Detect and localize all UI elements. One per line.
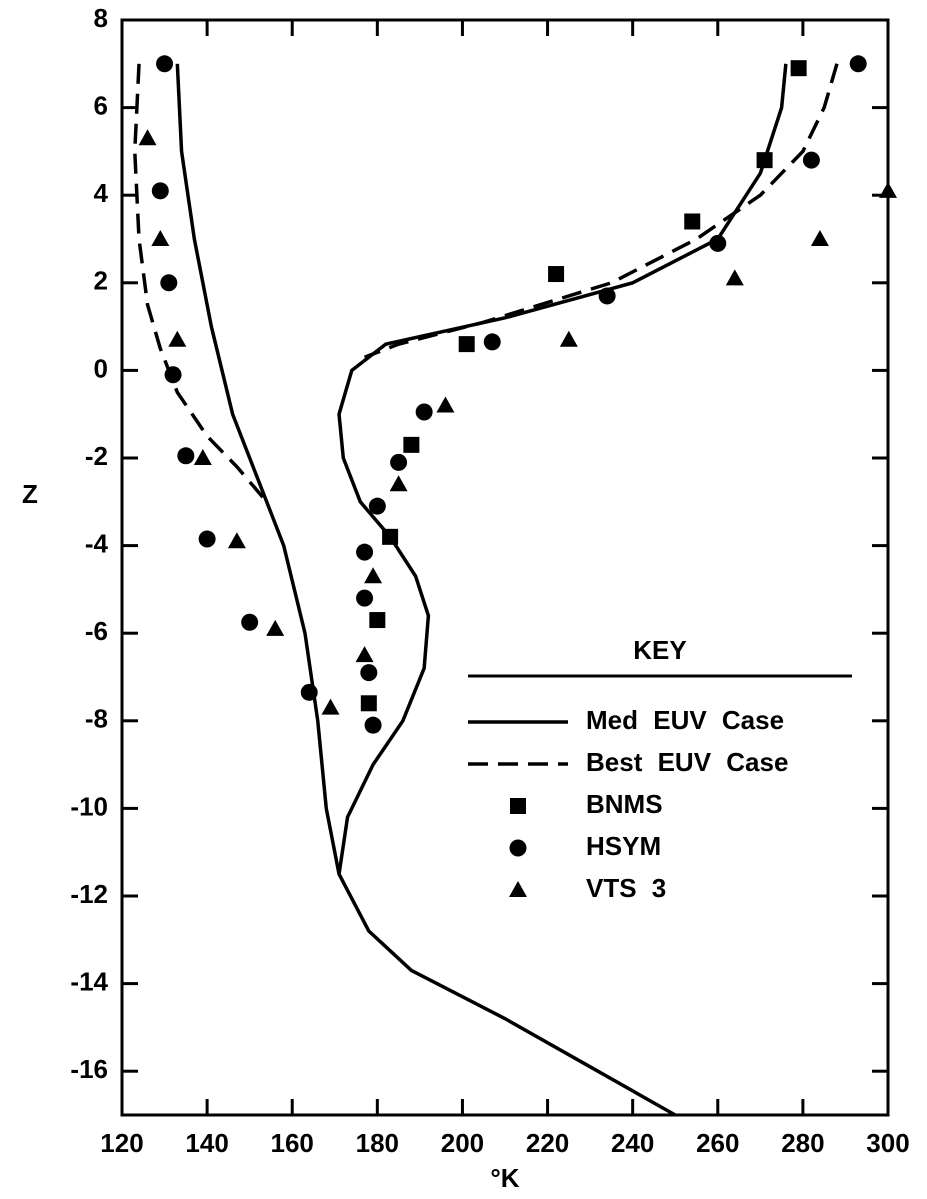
y-axis-label: Z bbox=[22, 479, 38, 509]
point bbox=[369, 612, 386, 629]
curve bbox=[133, 63, 839, 503]
y-tick-label: -2 bbox=[85, 441, 108, 471]
point bbox=[382, 528, 399, 545]
x-axis-label: °K bbox=[490, 1163, 519, 1193]
legend-label: Med EUV Case bbox=[586, 705, 784, 735]
legend-label: VTS 3 bbox=[586, 873, 666, 903]
x-tick-label: 200 bbox=[441, 1128, 484, 1158]
point bbox=[164, 366, 182, 384]
point bbox=[390, 453, 408, 471]
point bbox=[156, 55, 174, 73]
legend-label: BNMS bbox=[586, 789, 663, 819]
y-tick-label: 8 bbox=[94, 3, 108, 33]
point bbox=[403, 436, 420, 453]
point bbox=[559, 330, 578, 347]
point bbox=[360, 695, 377, 712]
point bbox=[790, 60, 807, 77]
legend-label: Best EUV Case bbox=[586, 747, 788, 777]
x-tick-label: 260 bbox=[696, 1128, 739, 1158]
point bbox=[436, 396, 455, 413]
point bbox=[598, 287, 616, 305]
legend-swatch bbox=[509, 881, 527, 897]
point bbox=[360, 664, 378, 682]
y-tick-label: 6 bbox=[94, 90, 108, 120]
point bbox=[138, 129, 157, 146]
point bbox=[368, 497, 386, 515]
y-tick-label: 2 bbox=[94, 266, 108, 296]
point bbox=[356, 543, 374, 561]
point bbox=[193, 449, 212, 465]
point bbox=[300, 683, 318, 701]
y-tick-label: -4 bbox=[85, 528, 109, 558]
point bbox=[355, 646, 374, 663]
x-tick-label: 120 bbox=[100, 1128, 143, 1158]
x-tick-label: 240 bbox=[611, 1128, 654, 1158]
x-tick-label: 180 bbox=[356, 1128, 399, 1158]
point bbox=[160, 274, 178, 292]
legend-label: HSYM bbox=[586, 831, 661, 861]
y-tick-label: -8 bbox=[85, 704, 108, 734]
plot-frame bbox=[120, 18, 890, 1117]
point bbox=[725, 269, 744, 286]
point bbox=[168, 330, 187, 347]
y-tick-label: 0 bbox=[94, 353, 108, 383]
x-tick-label: 220 bbox=[526, 1128, 569, 1158]
point bbox=[198, 530, 216, 548]
x-tick-label: 280 bbox=[781, 1128, 824, 1158]
point bbox=[364, 716, 382, 734]
point bbox=[879, 181, 897, 198]
y-tick-label: -12 bbox=[70, 879, 108, 909]
point bbox=[227, 532, 246, 549]
point bbox=[241, 613, 259, 631]
legend-swatch bbox=[510, 798, 526, 814]
point bbox=[810, 230, 829, 246]
point bbox=[756, 152, 773, 169]
point bbox=[709, 234, 727, 252]
point bbox=[151, 182, 169, 200]
point bbox=[151, 230, 170, 246]
y-tick-label: -16 bbox=[70, 1054, 108, 1084]
x-tick-label: 160 bbox=[271, 1128, 314, 1158]
point bbox=[364, 567, 383, 584]
y-tick-label: -10 bbox=[70, 791, 108, 821]
point bbox=[321, 698, 340, 715]
y-tick-label: 4 bbox=[94, 178, 109, 208]
point bbox=[684, 213, 701, 230]
point bbox=[802, 151, 820, 169]
y-tick-label: -6 bbox=[85, 616, 108, 646]
point bbox=[458, 336, 475, 353]
x-tick-label: 300 bbox=[866, 1128, 909, 1158]
x-tick-label: 140 bbox=[185, 1128, 228, 1158]
legend-swatch bbox=[509, 839, 527, 857]
point bbox=[356, 589, 374, 607]
legend-title: KEY bbox=[633, 635, 686, 665]
point bbox=[415, 403, 433, 421]
point bbox=[266, 619, 285, 636]
point bbox=[849, 55, 867, 73]
point bbox=[177, 447, 195, 465]
y-tick-label: -14 bbox=[70, 966, 108, 996]
point bbox=[483, 333, 501, 351]
point bbox=[548, 266, 565, 283]
point bbox=[389, 475, 408, 492]
